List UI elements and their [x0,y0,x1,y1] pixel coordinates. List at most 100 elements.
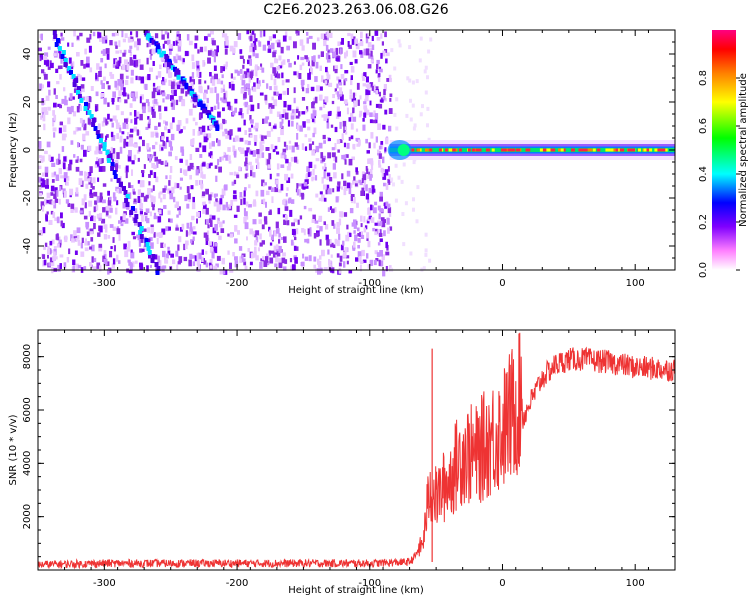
spectrogram-cell [348,269,353,274]
carrier-peak [610,148,614,152]
spectrogram-cell [85,238,87,244]
spectrogram-cell [53,88,56,95]
carrier-peak [627,148,631,152]
streak-cell [167,62,171,67]
spectrogram-cell [342,240,345,246]
spectrogram-cell [343,154,347,161]
spectrogram-cell [274,187,279,193]
carrier-peak [584,148,588,152]
spectrogram-cell [202,201,206,206]
spectrogram-cell [209,265,213,269]
spectrogram-cell [382,156,385,164]
spectrogram-cell [276,73,281,79]
spectrogram-cell [130,77,134,84]
spectrogram-cell [366,253,369,259]
spectrogram-cell [334,65,338,71]
spectrogram-cell [315,61,319,69]
spectrogram-cell [210,30,214,35]
spectrogram-cell [301,193,304,200]
spectrogram-cell [154,33,159,39]
spectrogram-cell [352,107,355,114]
spectrogram-cell [168,74,172,79]
spectrogram-cell [150,195,154,203]
spectrogram-cell [308,207,313,212]
spectrogram-cell [101,218,106,224]
spectrogram-cell [139,263,144,271]
spectrogram-cell [181,99,186,107]
y-tick-label: 2000 [22,504,33,529]
spectrogram-cell [98,126,101,132]
streak-cell [71,74,76,79]
spectrogram-cell [126,124,129,130]
spectrogram-cell [290,199,295,204]
spectrogram-cell [376,64,379,70]
spectrogram-cell [314,220,319,224]
carrier-peak [589,148,593,152]
spectrogram-cell [42,254,46,259]
spectrogram-cell [88,178,91,183]
spectrogram-cell [148,118,151,124]
spectrogram-cell [224,48,228,55]
spectrogram-cell [331,152,336,158]
spectrogram-cell [264,182,267,186]
spectrogram-cell [365,193,370,200]
spectrogram-cell [281,152,286,156]
spectrogram-cell [43,246,47,250]
spectrogram-cell [193,100,197,106]
spectrogram-cell [357,99,360,106]
x-tick-label: -300 [93,578,116,589]
spectrogram-cell [57,103,61,107]
spectrogram-cell [56,216,60,224]
spectrogram-cell [112,237,115,243]
spectrogram-cell [365,89,369,97]
spectrogram-cell [115,119,118,123]
spectrogram-cell [107,190,110,196]
spectrogram-cell [116,152,120,160]
spectrogram-cell [296,144,300,150]
spectrogram-cell [185,230,188,237]
spectrogram-cell [216,220,219,224]
streak-cell [164,57,169,63]
spectrogram-cell [113,196,117,202]
spectrogram-cell [387,207,392,214]
spectrogram-cell [79,158,83,163]
spectrogram-cell [239,196,244,200]
spectrogram-cell [271,96,274,101]
spectrogram-cell [179,168,183,173]
spectrogram-cell [361,188,365,194]
spectrogram-cell [108,215,112,219]
spectrogram-cell [137,196,141,203]
spectrogram-cell [222,191,226,195]
spectrogram-cell [234,225,238,232]
spectrogram-cell [209,72,212,77]
spectrogram-cell [136,129,139,136]
spectrogram-cell [43,73,48,80]
spectrogram-cell [65,175,70,181]
spectrogram-cell [189,154,193,160]
spectrogram-cell [232,194,237,200]
spectrogram-cell [293,218,298,223]
spectrogram-cell [350,112,354,118]
spectrogram-cell [196,218,198,224]
streak-cell [102,142,107,147]
spectrogram-cell [171,105,175,110]
spectrogram-cell [97,32,102,38]
spectrogram-cell [184,244,188,250]
spectrogram-cell [59,263,62,269]
spectrogram-cell [130,92,135,97]
spectrogram-cell [87,102,91,109]
spectrogram-cell [192,226,196,230]
spectrogram-cell [150,188,153,193]
spectrogram-cell [354,234,358,242]
spectrogram-cell [131,231,135,236]
spectrogram-cell [196,166,200,173]
spectrogram-cell [348,158,353,166]
spectrogram-cell [50,62,54,69]
spectrogram-cell [381,254,385,261]
spectrogram-cell [41,155,45,162]
spectrogram-cell [153,212,157,218]
carrier-peak [527,148,531,152]
spectrogram-cell [365,48,370,56]
spectrogram-cell [411,80,415,85]
